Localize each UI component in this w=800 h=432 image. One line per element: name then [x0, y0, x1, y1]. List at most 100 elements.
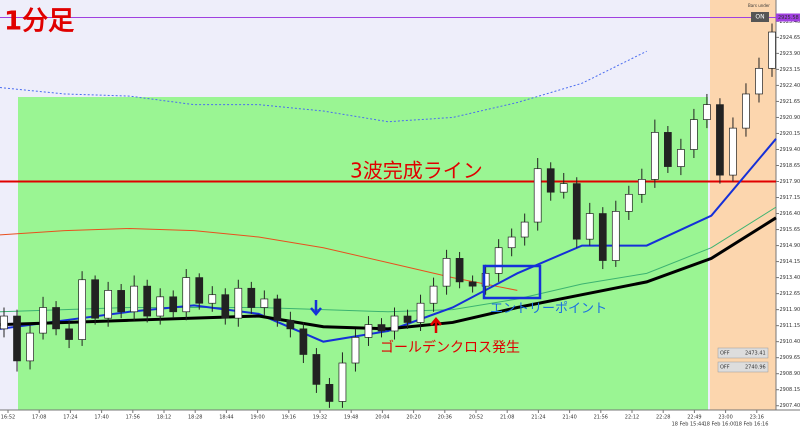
current-label: 2925.58 [778, 15, 799, 21]
y-tick-label: 2913.40 [780, 275, 800, 281]
y-tick-label: 2917.90 [780, 179, 800, 185]
candle-body [664, 132, 671, 166]
candle-body [378, 325, 385, 331]
candle-body [716, 105, 723, 175]
y-tick-label: 2919.40 [780, 147, 800, 153]
x-tick-label: 18:12 [157, 415, 171, 421]
candle-body [495, 248, 502, 274]
candle-body [105, 290, 112, 318]
x-tick-label: 17:08 [32, 415, 46, 421]
y-tick-label: 2907.40 [780, 403, 800, 409]
y-tick-label: 2918.65 [780, 163, 800, 169]
x-tick-label: 21:40 [562, 415, 576, 421]
x-tick-label: 21:56 [594, 415, 608, 421]
candle-body [430, 286, 437, 303]
candle-body [1, 316, 8, 329]
x-tick-label: 16:52 [1, 415, 15, 421]
candle-body [131, 286, 138, 312]
x-sub-label: 18 Feb 16:00 [704, 422, 737, 428]
top-label: Bars under [748, 3, 770, 8]
candle-body [222, 295, 229, 318]
candle-body [586, 214, 593, 240]
candle-body [573, 184, 580, 240]
candle-body [612, 211, 619, 260]
x-tick-label: 21:08 [500, 415, 514, 421]
candle-body [196, 278, 203, 304]
x-tick-label: 19:00 [250, 415, 264, 421]
candle-body [391, 316, 398, 331]
indicator-state: OFF [720, 351, 730, 357]
candle-body [79, 280, 86, 340]
candle-body [326, 384, 333, 401]
y-tick-label: 2922.40 [780, 83, 800, 89]
y-tick-label: 2924.65 [780, 35, 800, 41]
x-tick-label: 18:28 [188, 415, 202, 421]
y-tick-label: 2920.90 [780, 115, 800, 121]
candle-body [365, 325, 372, 338]
candle-body [261, 299, 268, 308]
candle-body [209, 295, 216, 304]
candle-body [118, 290, 125, 311]
candle-body [521, 222, 528, 237]
y-tick-label: 2917.15 [780, 195, 800, 201]
x-tick-label: 20:20 [406, 415, 420, 421]
candle-body [690, 120, 697, 150]
chart-title: 1分足 [4, 7, 74, 37]
x-tick-label: 19:48 [344, 415, 358, 421]
candle-body [66, 329, 73, 340]
y-tick-label: 2914.90 [780, 243, 800, 249]
y-tick-label: 2914.15 [780, 259, 800, 265]
candle-body [300, 329, 307, 355]
candle-body [443, 258, 450, 286]
y-tick-label: 2908.90 [780, 371, 800, 377]
candle-body [14, 316, 21, 361]
y-tick-label: 2921.65 [780, 99, 800, 105]
candle-body [742, 94, 749, 128]
indicator-value: 2740.96 [745, 365, 766, 371]
y-tick-label: 2911.90 [780, 307, 800, 313]
y-tick-label: 2923.90 [780, 51, 800, 57]
x-tick-label: 22:49 [687, 415, 701, 421]
candle-body [53, 308, 60, 329]
golden-cross-annotation: ゴールデンクロス発生 [380, 339, 520, 356]
candle-body [170, 297, 177, 312]
candle-body [769, 32, 776, 68]
y-tick-label: 2916.40 [780, 211, 800, 217]
candle-body [352, 337, 359, 363]
candle-body [729, 128, 736, 175]
indicator-state: OFF [720, 365, 730, 371]
x-tick-label: 21:24 [531, 415, 545, 421]
x-tick-label: 22:28 [656, 415, 670, 421]
candle-body [235, 288, 242, 318]
candle-body [40, 308, 47, 334]
candle-body [599, 214, 606, 261]
candle-body [547, 169, 554, 192]
x-tick-label: 17:40 [94, 415, 108, 421]
candle-body [651, 132, 658, 179]
x-tick-label: 19:32 [313, 415, 327, 421]
x-sub-label: 18 Feb 16:16 [736, 422, 769, 428]
candle-body [755, 68, 762, 94]
y-tick-label: 2923.15 [780, 67, 800, 73]
x-tick-label: 17:56 [126, 415, 140, 421]
on-label: ON [755, 14, 764, 21]
wave-annotation: 3波完成ライン [350, 159, 483, 183]
candle-body [313, 354, 320, 384]
x-tick-label: 17:24 [63, 415, 77, 421]
x-tick-label: 20:36 [438, 415, 452, 421]
candle-body [417, 303, 424, 322]
x-tick-label: 20:04 [375, 415, 389, 421]
y-tick-label: 2915.65 [780, 227, 800, 233]
y-tick-label: 2920.15 [780, 131, 800, 137]
candle-body [287, 320, 294, 329]
candle-body [456, 258, 463, 281]
y-tick-label: 2908.15 [780, 387, 800, 393]
candle-body [339, 363, 346, 401]
x-sub-label: 18 Feb 15:44 [672, 422, 705, 428]
indicator-value: 2473.41 [745, 351, 766, 357]
candle-body [638, 179, 645, 194]
y-tick-label: 2912.65 [780, 291, 800, 297]
candle-body [703, 105, 710, 120]
candle-body [469, 282, 476, 286]
x-tick-label: 23:00 [718, 415, 732, 421]
